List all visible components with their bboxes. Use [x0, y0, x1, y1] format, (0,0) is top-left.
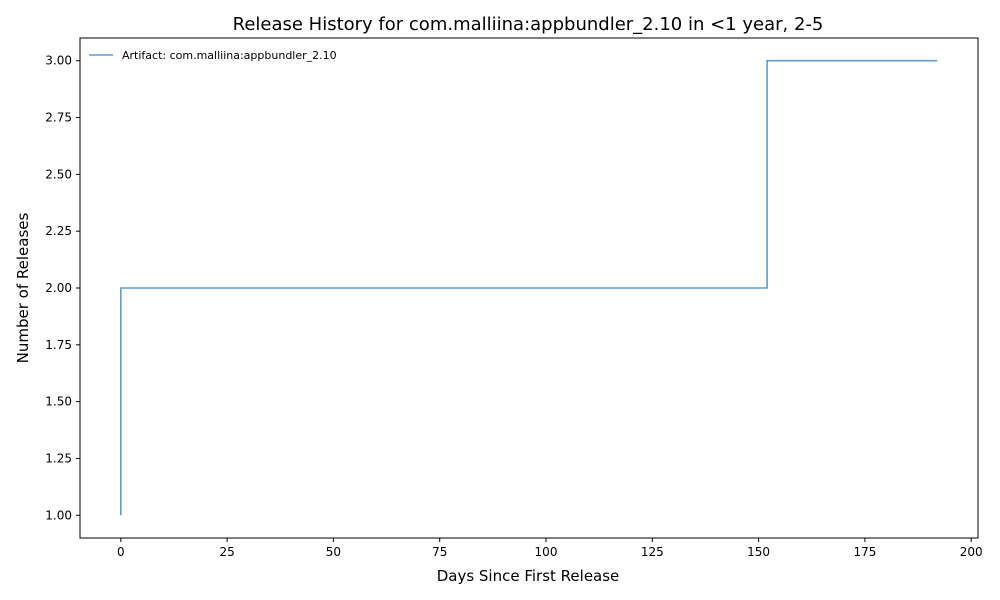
- x-tick-label: 0: [117, 545, 125, 559]
- y-tick-label: 1.50: [45, 395, 72, 409]
- x-axis-title: Days Since First Release: [437, 567, 620, 585]
- plot-area: [79, 37, 979, 539]
- x-tick-label: 25: [219, 545, 234, 559]
- x-tick-label: 50: [326, 545, 341, 559]
- y-tick-label: 1.25: [45, 451, 72, 465]
- series-line-0: [120, 59, 938, 516]
- chart-title: Release History for com.malliina:appbund…: [233, 14, 824, 35]
- legend-label-0: Artifact: com.malliina:appbundler_2.10: [122, 49, 337, 62]
- y-tick-label: 2.50: [45, 167, 72, 181]
- y-tick-label: 3.00: [45, 54, 72, 68]
- x-tick-label: 125: [641, 545, 664, 559]
- x-tick-label: 150: [747, 545, 770, 559]
- y-tick-label: 2.25: [45, 224, 72, 238]
- y-tick-label: 1.75: [45, 338, 72, 352]
- x-tick-label: 75: [432, 545, 447, 559]
- x-tick-label: 175: [853, 545, 876, 559]
- axis-ticks: 0 25 50 75 100 125 150 175 200 1.00 1.25 1.50 1.75 2.…: [45, 54, 982, 559]
- y-tick-label: 2.00: [45, 281, 72, 295]
- x-tick-label: 100: [535, 545, 558, 559]
- legend: Artifact: com.malliina:appbundler_2.10: [89, 49, 337, 62]
- y-axis-title: Number of Releases: [14, 212, 32, 363]
- y-tick-label: 2.75: [45, 111, 72, 125]
- y-tick-label: 1.00: [45, 508, 72, 522]
- x-tick-label: 200: [960, 545, 983, 559]
